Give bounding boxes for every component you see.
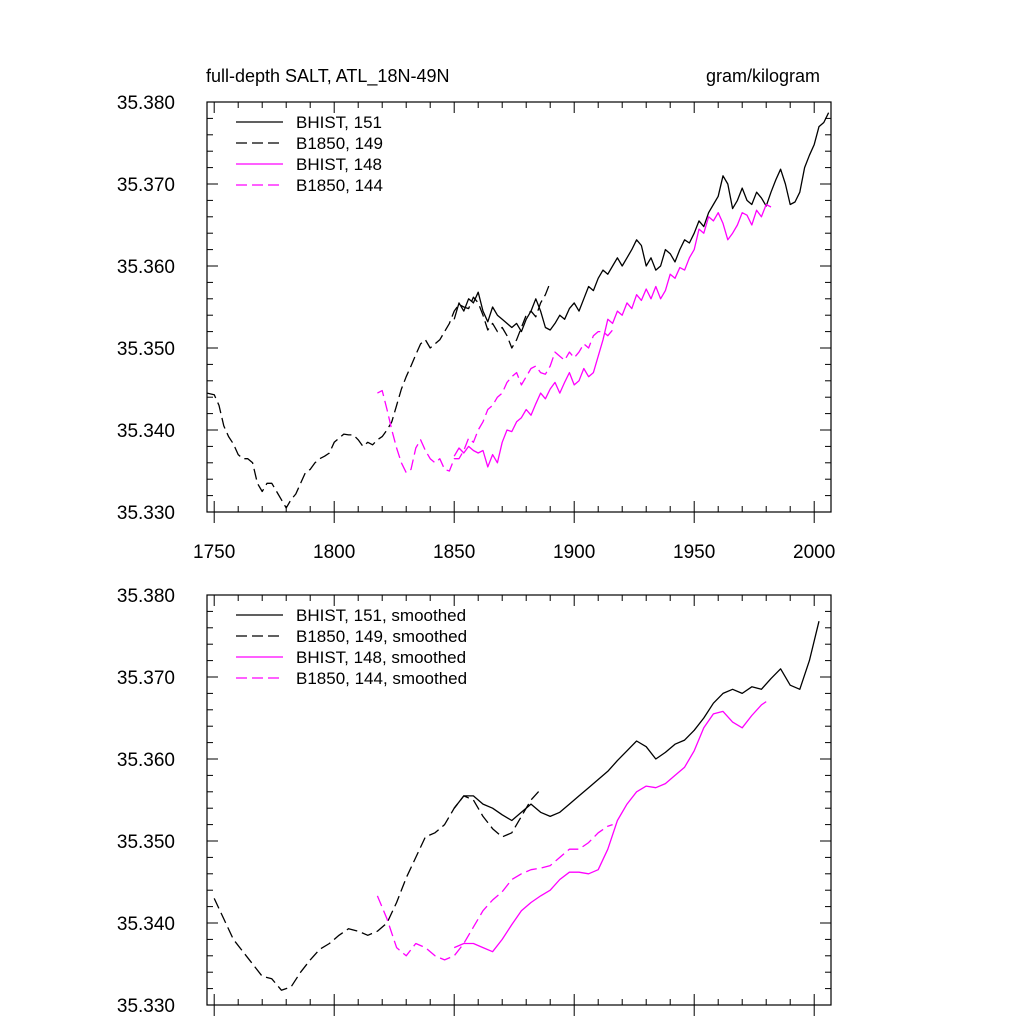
series-line-0 bbox=[453, 621, 820, 822]
chart-title: full-depth SALT, ATL_18N-49N bbox=[206, 66, 449, 87]
y-tick-label: 35.330 bbox=[117, 996, 175, 1017]
x-tick-label: 1750 bbox=[193, 542, 235, 563]
legend-label: BHIST, 148, smoothed bbox=[296, 648, 466, 667]
series-line-1 bbox=[213, 788, 542, 991]
y-tick-label: 35.340 bbox=[117, 914, 175, 935]
top-panel: 1750 1800 1850 1900 1950 2000 35.330 35.340 35.3… bbox=[117, 93, 835, 563]
series-line-3 bbox=[377, 329, 614, 474]
x-tick-label: 1800 bbox=[313, 542, 355, 563]
y-tick-label: 35.370 bbox=[117, 175, 175, 196]
series-line-1 bbox=[207, 282, 551, 509]
series-line-3 bbox=[376, 823, 613, 961]
y-tick-label: 35.340 bbox=[117, 421, 175, 442]
legend-label: B1850, 144, smoothed bbox=[296, 669, 467, 688]
x-tick-label: 2000 bbox=[793, 542, 835, 563]
series-line-2 bbox=[453, 203, 772, 468]
y-tick-label: 35.380 bbox=[117, 93, 175, 114]
x-tick-label: 1900 bbox=[553, 542, 595, 563]
bottom-panel: 35.330 35.340 35.350 35.360 35.370 35.380 BHIS… bbox=[117, 586, 832, 1017]
legend-label: B1850, 144 bbox=[296, 176, 383, 195]
legend-label: BHIST, 148 bbox=[296, 155, 382, 174]
y-tick-label: 35.360 bbox=[117, 257, 175, 278]
x-tick-label: 1850 bbox=[433, 542, 475, 563]
legend-label: B1850, 149, smoothed bbox=[296, 627, 467, 646]
x-tick-label: 1950 bbox=[673, 542, 715, 563]
y-tick-label: 35.330 bbox=[117, 503, 175, 524]
legend-label: BHIST, 151, smoothed bbox=[296, 606, 466, 625]
legend-label: B1850, 149 bbox=[296, 134, 383, 153]
plot-frame bbox=[206, 101, 832, 513]
units-label: gram/kilogram bbox=[706, 66, 820, 86]
series-line-2 bbox=[453, 701, 767, 953]
legend-label: BHIST, 151 bbox=[296, 113, 382, 132]
y-tick-label: 35.360 bbox=[117, 750, 175, 771]
y-tick-label: 35.370 bbox=[117, 668, 175, 689]
y-tick-label: 35.380 bbox=[117, 586, 175, 607]
y-tick-label: 35.350 bbox=[117, 339, 175, 360]
plot-frame bbox=[206, 594, 832, 1006]
y-tick-label: 35.350 bbox=[117, 832, 175, 853]
